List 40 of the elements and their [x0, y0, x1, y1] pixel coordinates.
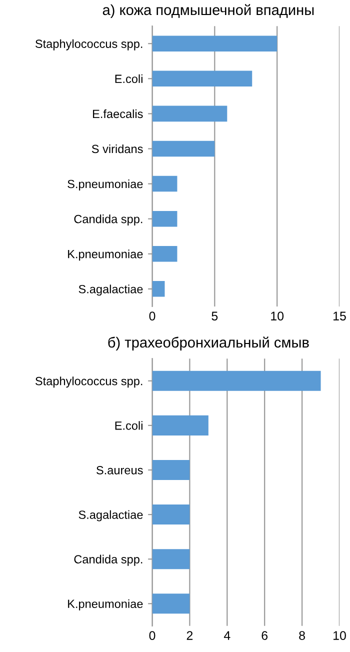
bar: [152, 594, 190, 614]
bar: [152, 460, 190, 480]
x-tick-label: 6: [262, 631, 268, 640]
x-tick-label: 10: [271, 312, 284, 320]
y-tick-label: S viridans: [92, 144, 143, 154]
y-tick-label: E.coli: [115, 74, 142, 84]
y-tick-label: Staphylococcus spp.: [35, 39, 142, 50]
x-tick-label: 0: [149, 631, 156, 640]
y-tick-label: Candida spp.: [74, 554, 142, 566]
bar: [152, 246, 178, 262]
y-tick-label: Staphylococcus spp.: [35, 376, 142, 388]
chart-title: а) кожа подмышечной впадины: [102, 4, 314, 18]
x-tick-label: 0: [149, 312, 156, 320]
bar: [152, 70, 252, 87]
bar: [152, 415, 208, 436]
bar: [152, 140, 215, 157]
x-tick-label: 15: [334, 312, 346, 320]
x-tick-label: 5: [212, 312, 218, 320]
bar: [152, 176, 178, 192]
x-tick-label: 10: [334, 631, 346, 640]
bar: [152, 504, 190, 525]
bar: [152, 370, 321, 391]
y-tick-label: E.faecalis: [93, 109, 143, 118]
x-tick-label: 2: [186, 631, 193, 640]
y-tick-label: E.coli: [115, 421, 142, 430]
bar: [152, 36, 278, 52]
chart-title: б) трахеобронхиальный смыв: [108, 336, 309, 351]
bar: [152, 281, 165, 297]
y-tick-label: Candida spp.: [74, 214, 142, 226]
y-tick-label: S.pneumoniae: [68, 180, 143, 191]
y-tick-label: S.aureus: [96, 466, 143, 474]
bar: [152, 210, 178, 227]
bar: [152, 106, 228, 122]
bar: [152, 549, 190, 570]
y-tick-label: K.pneumoniae: [68, 250, 143, 261]
x-tick-label: 8: [299, 631, 305, 640]
x-tick-label: 4: [224, 631, 230, 640]
y-tick-label: K.pneumoniae: [68, 599, 143, 610]
y-tick-label: S.agalactiae: [78, 284, 143, 296]
y-tick-label: S.agalactiae: [78, 510, 143, 522]
